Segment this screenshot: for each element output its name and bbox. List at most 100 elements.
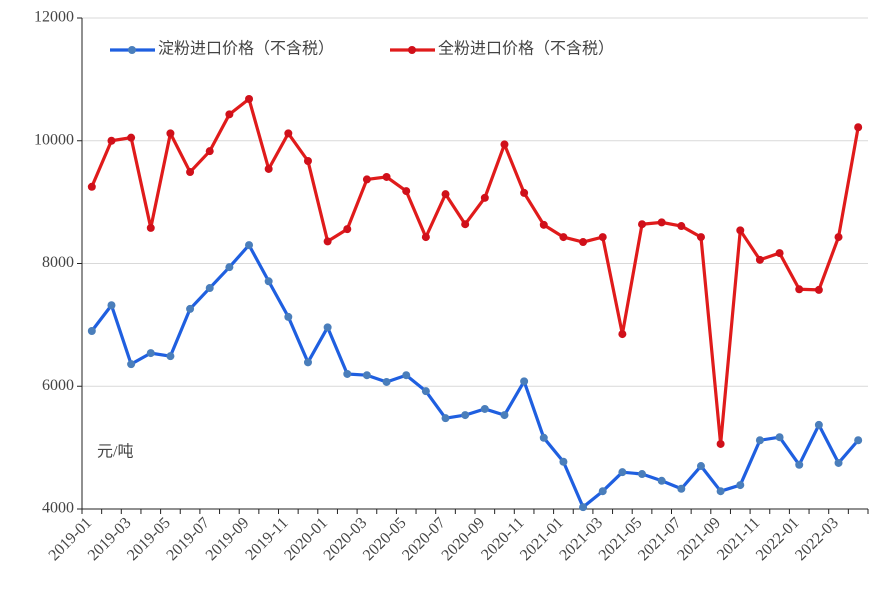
data-point [146,349,155,358]
data-point [87,327,96,336]
data-point [657,476,666,485]
data-point [107,136,116,145]
x-tick-label: 2020-03 [321,514,371,564]
data-point [461,220,470,229]
y-tick-label: 6000 [42,377,74,394]
data-point [755,255,764,264]
data-point [87,182,96,191]
x-tick-label: 2021-01 [517,514,567,564]
legend-marker [128,46,136,54]
data-point [559,457,568,466]
x-tick-label: 2022-03 [792,514,842,564]
data-point [127,360,136,369]
series-line [90,243,860,509]
data-point [245,241,254,250]
data-point [657,218,666,227]
x-tick-label: 2021-09 [674,514,724,564]
data-point [795,285,804,294]
data-point [205,284,214,293]
data-point [402,187,411,196]
data-point [579,238,588,247]
data-point [303,157,312,166]
data-point [814,420,823,429]
data-point [284,129,293,138]
data-point [559,233,568,242]
y-tick-label: 4000 [42,500,74,517]
data-point [107,301,116,310]
data-point [343,369,352,378]
x-tick-label: 2019-01 [46,514,96,564]
data-point [736,226,745,235]
x-tick-label: 2022-01 [753,514,803,564]
data-point [696,462,705,471]
x-tick-label: 2019-03 [85,514,135,564]
data-point [677,484,686,493]
data-point [421,387,430,396]
data-point [166,129,175,138]
data-point [520,377,529,386]
data-point [775,249,784,258]
data-point [303,358,312,367]
data-point [127,133,136,142]
data-point [854,123,863,132]
data-point [166,352,175,361]
data-point [245,95,254,104]
x-tick-label: 2019-05 [124,514,174,564]
data-point [186,168,195,177]
data-point [421,233,430,242]
x-tick-label: 2021-07 [635,514,685,564]
data-point [264,164,273,173]
data-point [755,436,764,445]
x-tick-label: 2019-09 [203,514,253,564]
x-tick-label: 2020-07 [399,514,449,564]
x-tick-label: 2019-07 [163,514,213,564]
data-point [598,233,607,242]
data-point [795,460,804,469]
data-point [284,312,293,321]
data-point [225,263,234,272]
data-point [520,188,529,197]
data-point [716,487,725,496]
data-point [441,190,450,199]
data-point [598,487,607,496]
data-point [638,220,647,229]
data-point [362,371,371,380]
data-point [539,433,548,442]
data-point [264,277,273,286]
data-point [618,468,627,477]
legend-marker [408,46,416,54]
data-point [225,110,234,119]
x-tick-label: 2021-03 [556,514,606,564]
data-point [382,377,391,386]
legend-label: 淀粉进口价格（不含税） [158,40,334,58]
data-point [696,233,705,242]
data-point [854,436,863,445]
legend-label: 全粉进口价格（不含税） [438,40,614,58]
data-point [814,285,823,294]
data-point [834,233,843,242]
data-point [539,220,548,229]
data-point [323,323,332,332]
y-tick-label: 12000 [34,9,74,26]
data-point [834,458,843,467]
data-point [480,404,489,413]
data-point [500,411,509,420]
data-point [343,225,352,234]
data-point [402,371,411,380]
data-point [362,175,371,184]
data-point [186,304,195,313]
data-point [382,172,391,181]
x-tick-label: 2020-05 [360,514,410,564]
x-tick-label: 2020-01 [281,514,331,564]
data-point [736,481,745,490]
data-point [205,147,214,156]
data-point [638,470,647,479]
y-unit-label: 元/吨 [97,443,133,461]
data-point [716,439,725,448]
data-point [480,193,489,202]
y-tick-label: 10000 [34,131,74,148]
data-point [323,237,332,246]
data-point [775,433,784,442]
y-tick-label: 8000 [42,254,74,271]
